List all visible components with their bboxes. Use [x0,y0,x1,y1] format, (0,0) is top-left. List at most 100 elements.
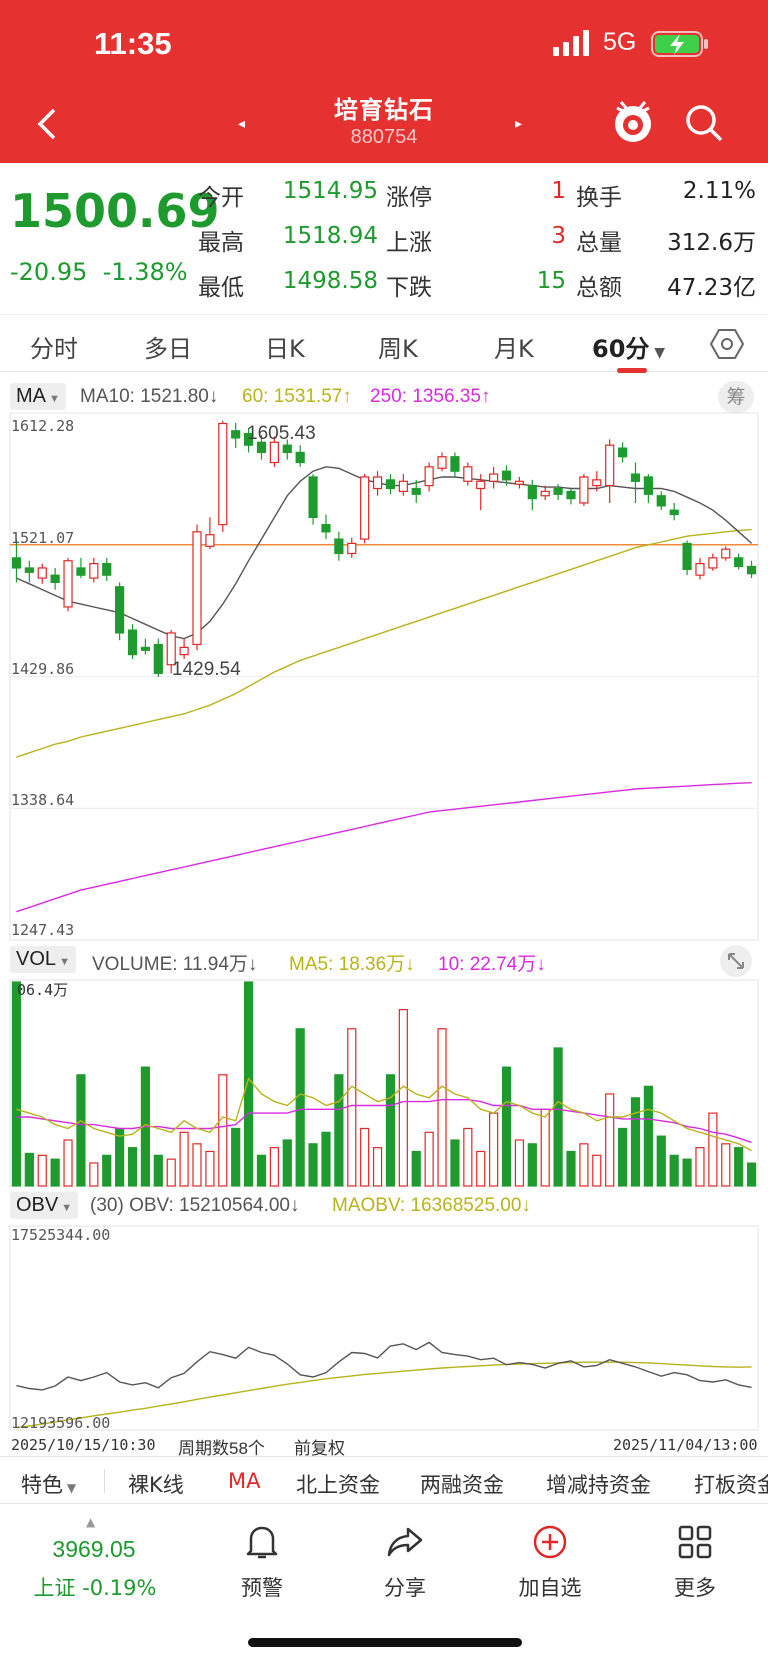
candle-body [630,473,641,482]
volume-bar [127,1147,138,1187]
candle-body [360,476,370,540]
nav-share[interactable]: 分享 [384,1576,426,1600]
volume-bar [463,1127,473,1187]
volume-bar [269,1147,279,1187]
feature-naked-k[interactable]: 裸K线 [128,1473,184,1497]
dropdown-caret-icon: ▼ [649,345,666,361]
period-tabs: 分时 多日 日K 周K 月K 60分 ▼ [0,314,768,373]
volume-bar [360,1127,370,1187]
active-tab-indicator [617,368,647,373]
candle-body [669,509,679,516]
vol-selector-label: VOL [16,948,57,970]
tab-60min[interactable]: 60分 ▼ [592,329,665,364]
change-value: -20.95 [10,258,88,286]
next-stock-arrow-icon[interactable]: ▸ [515,116,523,132]
y-axis-label: 1612.28 [11,417,75,435]
expand-up-icon[interactable]: ▲ [86,1515,96,1529]
dropdown-caret-icon: ▼ [56,956,70,968]
feature-northbound[interactable]: 北上资金 [296,1473,380,1497]
tab-multi-day[interactable]: 多日 [144,335,192,363]
maobv-value: MAOBV: 16368525.00↓ [332,1195,531,1216]
nav-alert[interactable]: 预警 [241,1576,283,1600]
expand-icon[interactable] [718,944,754,978]
index-value[interactable]: 3969.05 [52,1536,136,1562]
candle-body [102,563,112,576]
volume-bar [669,1154,679,1187]
ma250-line [16,782,752,913]
candle-body [347,542,357,555]
candle-body [734,557,744,568]
bottom-nav [0,1510,768,1662]
back-arrow-icon[interactable] [32,102,62,146]
tab-monthly-k[interactable]: 月K [494,335,534,363]
volume-value: 312.6万 [667,230,756,256]
feature-holding-change[interactable]: 增减持资金 [546,1473,651,1497]
volume-bar [63,1139,73,1187]
candle-body [115,586,125,634]
candle-body [385,479,396,490]
feature-bar: 特色 ▼ 裸K线 MA 北上资金 两融资金 增减持资金 打板资金 [0,1456,768,1504]
candle-body [63,560,73,608]
share-icon[interactable] [386,1525,424,1559]
kline-chart[interactable] [0,0,768,1456]
feature-margin[interactable]: 两融资金 [420,1473,504,1497]
volume-bar [308,1143,318,1187]
volume-bar [231,1127,241,1187]
low-value: 1498.58 [282,268,378,294]
volume-bar [76,1074,86,1187]
candle-body [695,563,705,576]
nav-add-watchlist[interactable]: 加自选 [518,1576,582,1600]
vol-ma10-value: 10: 22.74万↓ [438,954,546,975]
candle-body [605,444,615,487]
adjust-mode[interactable]: 前复权 [294,1439,345,1458]
feature-special[interactable]: 特色 ▼ [21,1469,76,1499]
rising-label: 上涨 [386,230,432,256]
tab-daily-k[interactable]: 日K [265,335,305,363]
nav-more[interactable]: 更多 [674,1576,716,1600]
maobv-line [16,1361,752,1429]
prev-stock-arrow-icon[interactable]: ◂ [238,116,246,132]
volume-bar [385,1074,396,1187]
candle-body [579,476,589,504]
volume-bar [695,1147,705,1187]
network-type: 5G [603,28,637,56]
app-header: 11:35 5G ◂ 培育钻石 880754 ▸ [0,0,768,163]
chip-distribution-button[interactable]: 筹 [718,381,754,413]
y-axis-label: 1338.64 [11,791,75,809]
candle-body [256,441,267,454]
open-value: 1514.95 [282,178,378,204]
candle-body [437,456,447,469]
bell-icon[interactable] [245,1523,279,1561]
turnover-value: 2.11% [682,178,756,204]
volume-bar [656,1135,666,1187]
dropdown-caret-icon: ▼ [46,393,60,405]
indicator-selector-vol[interactable]: VOL ▼ [10,946,76,973]
mascot-icon[interactable] [611,98,655,146]
change-percent: -1.38% [102,258,188,286]
volume-bar [243,981,254,1187]
volume-bar [347,1028,357,1187]
feature-ma[interactable]: MA [228,1469,261,1493]
end-time: 2025/11/04/13:00 [613,1436,758,1454]
indicator-selector-obv[interactable]: OBV ▼ [10,1192,79,1219]
stock-code: 880754 [350,126,418,148]
volume-frame [9,979,759,1187]
add-watchlist-icon[interactable] [532,1524,568,1560]
more-grid-icon[interactable] [678,1525,712,1559]
volume-bar [321,1131,331,1187]
index-label[interactable]: 上证 -0.19% [33,1576,157,1600]
feature-limit-up-funds[interactable]: 打板资金 [694,1473,768,1497]
settings-hexagon-icon[interactable] [710,327,744,361]
search-icon[interactable] [684,103,724,143]
tab-intraday[interactable]: 分时 [30,335,78,363]
indicator-selector-ma[interactable]: MA ▼ [10,383,66,410]
candle-body [617,447,628,458]
volume-bar [734,1147,744,1187]
candle-body [76,567,86,576]
tab-weekly-k[interactable]: 周K [378,335,418,363]
period-count: 周期数58个 [178,1439,265,1458]
signal-icon [553,30,589,56]
volume-bar [514,1139,525,1187]
candle-body [218,422,228,526]
volume-bar [398,1009,408,1187]
